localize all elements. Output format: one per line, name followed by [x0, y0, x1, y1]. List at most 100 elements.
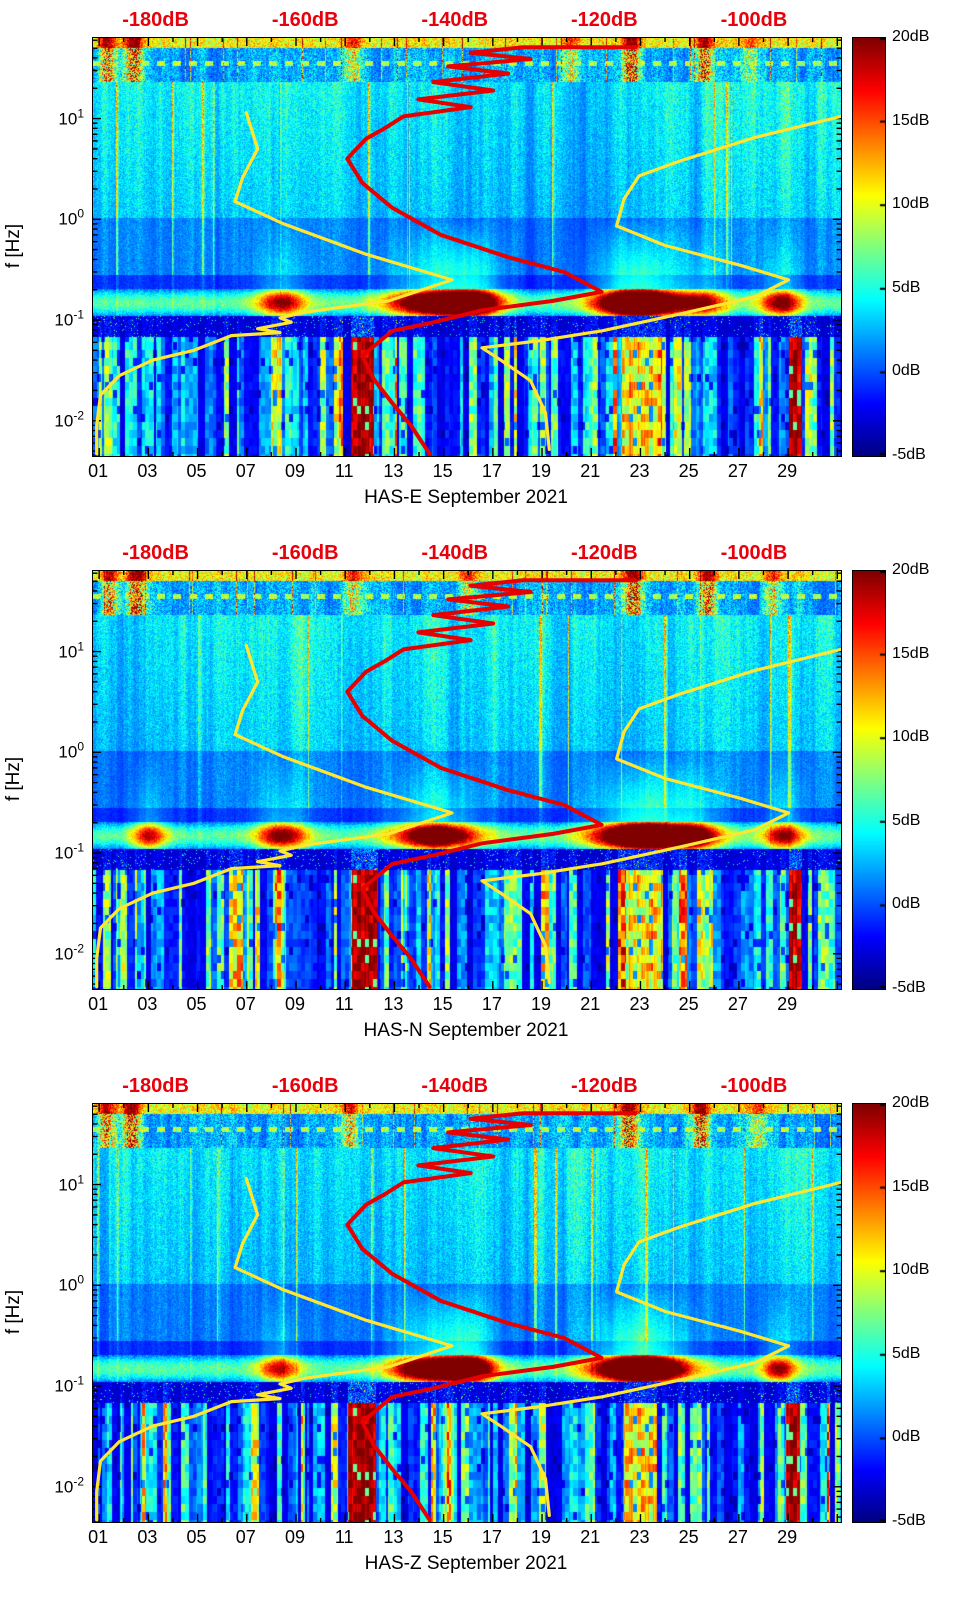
x-tick-label: 29: [777, 1527, 798, 1547]
high-noise-model-curve: [480, 1180, 841, 1517]
top-axis-db-label: -140dB: [421, 542, 489, 564]
x-tick-label: 27: [727, 994, 748, 1014]
top-axis-db-label: -100dB: [720, 9, 788, 31]
colorbar-tick-label: 5dB: [892, 811, 921, 829]
colorbar-tick-label: 20dB: [892, 28, 930, 45]
x-tick-label: 01: [88, 994, 109, 1014]
top-db-axis: -180dB -160dB -140dB -120dB -100dB: [92, 1066, 840, 1100]
x-tick-label: 15: [432, 1527, 453, 1547]
colorbar-tick-label: 15dB: [892, 111, 930, 129]
y-tick-label: 10-2: [54, 941, 84, 964]
colorbar-tick-label: 5dB: [892, 1344, 921, 1362]
panel-title: HAS-Z September 2021: [364, 1553, 568, 1574]
y-tick-labels: 101 100 10-1 10-2: [28, 1103, 86, 1521]
median-psd-curve: [345, 578, 638, 989]
x-tick-label: 25: [678, 461, 699, 481]
y-tick-label: 101: [58, 1172, 84, 1194]
colorbar-tick-label: 20dB: [892, 561, 930, 578]
x-tick-label: 13: [383, 994, 404, 1014]
x-tick-label: 25: [678, 994, 699, 1014]
spectrogram-panel-n: -180dB -160dB -140dB -120dB -100dB f [Hz] 10…: [0, 533, 962, 1066]
colorbar-labels: 20dB 15dB 10dB 5dB 0dB -5dB: [892, 561, 956, 996]
x-tick-label: 29: [777, 994, 798, 1014]
x-tick-label: 19: [531, 461, 552, 481]
x-tick-label: 07: [235, 1527, 256, 1547]
y-tick-label: 101: [58, 106, 84, 128]
x-tick-label: 15: [432, 994, 453, 1014]
plot-overlay: [93, 38, 841, 456]
x-tick-label: 13: [383, 1527, 404, 1547]
colorbar-tick-label: -5dB: [892, 446, 926, 463]
colorbar-labels: 20dB 15dB 10dB 5dB 0dB -5dB: [892, 28, 956, 463]
x-tick-label: 27: [727, 461, 748, 481]
panel-title: HAS-E September 2021: [364, 487, 568, 508]
x-tick-label: 15: [432, 461, 453, 481]
x-tick-label: 19: [531, 994, 552, 1014]
x-tick-label: 21: [580, 1527, 601, 1547]
y-axis-label: f [Hz]: [3, 756, 24, 802]
x-tick-label: 07: [235, 461, 256, 481]
x-tick-label: 27: [727, 1527, 748, 1547]
x-tick-label: 23: [629, 1527, 650, 1547]
x-tick-label: 17: [481, 1527, 502, 1547]
plot-area: [92, 1103, 842, 1523]
x-tick-labels: 01 03 05 07 09 11 13 15 17 19 21 23 25 27 29: [88, 1525, 840, 1549]
top-db-axis: -180dB -160dB -140dB -120dB -100dB: [92, 0, 840, 34]
y-tick-label: 100: [58, 1272, 84, 1295]
colorbar-tick-label: 15dB: [892, 1177, 930, 1195]
x-tick-label: 03: [137, 461, 158, 481]
plot-overlay: [93, 1104, 841, 1522]
x-tick-label: 11: [334, 461, 354, 481]
plot-area: [92, 37, 842, 457]
x-tick-label: 29: [777, 461, 798, 481]
colorbar-tick-label: -5dB: [892, 979, 926, 996]
top-axis-db-label: -180dB: [122, 1075, 189, 1097]
top-axis-db-label: -100dB: [720, 1075, 788, 1097]
x-tick-label: 05: [186, 994, 207, 1014]
x-tick-labels: 01 03 05 07 09 11 13 15 17 19 21 23 25 27 29: [88, 459, 840, 483]
x-tick-label: 21: [580, 461, 601, 481]
top-axis-db-label: -140dB: [421, 1075, 489, 1097]
y-tick-label: 10-1: [54, 840, 84, 863]
x-tick-label: 17: [481, 994, 502, 1014]
x-tick-labels: 01 03 05 07 09 11 13 15 17 19 21 23 25 27 29: [88, 992, 840, 1016]
y-tick-label: 10-1: [54, 1373, 84, 1396]
x-tick-label: 03: [137, 1527, 158, 1547]
y-tick-label: 101: [58, 639, 84, 661]
colorbar-tick-label: 5dB: [892, 278, 921, 296]
colorbar-tick-label: 10dB: [892, 728, 930, 746]
x-tick-label: 25: [678, 1527, 699, 1547]
y-tick-label: 10-1: [54, 307, 84, 330]
colorbar-tick-label: 0dB: [892, 895, 921, 913]
median-psd-curve: [345, 1111, 638, 1522]
low-noise-model-curve: [95, 1176, 454, 1522]
x-tick-label: 09: [284, 994, 305, 1014]
x-tick-label: 21: [580, 994, 601, 1014]
y-tick-label: 100: [58, 739, 84, 762]
colorbar-tick-label: 0dB: [892, 362, 921, 380]
top-axis-db-label: -160dB: [271, 9, 339, 31]
top-axis-db-label: -160dB: [271, 542, 339, 564]
colorbar-labels: 20dB 15dB 10dB 5dB 0dB -5dB: [892, 1094, 956, 1529]
x-tick-label: 01: [88, 461, 109, 481]
y-tick-labels: 101 100 10-1 10-2: [28, 570, 86, 988]
colorbar: [852, 1103, 886, 1523]
x-tick-label: 11: [334, 994, 354, 1014]
top-axis-db-label: -120dB: [571, 1075, 638, 1097]
top-axis-db-label: -120dB: [571, 9, 638, 31]
top-axis-db-label: -180dB: [122, 542, 189, 564]
x-tick-label: 23: [629, 461, 650, 481]
x-tick-label: 01: [88, 1527, 109, 1547]
y-tick-label: 10-2: [54, 1474, 84, 1497]
x-tick-label: 09: [284, 461, 305, 481]
x-tick-label: 09: [284, 1527, 305, 1547]
colorbar-tick-label: 20dB: [892, 1094, 930, 1111]
low-noise-model-curve: [95, 110, 454, 456]
top-db-axis: -180dB -160dB -140dB -120dB -100dB: [92, 533, 840, 567]
colorbar-tick-label: 10dB: [892, 1261, 930, 1279]
low-noise-model-curve: [95, 643, 454, 989]
x-tick-label: 05: [186, 1527, 207, 1547]
x-tick-label: 19: [531, 1527, 552, 1547]
y-tick-label: 10-2: [54, 408, 84, 431]
